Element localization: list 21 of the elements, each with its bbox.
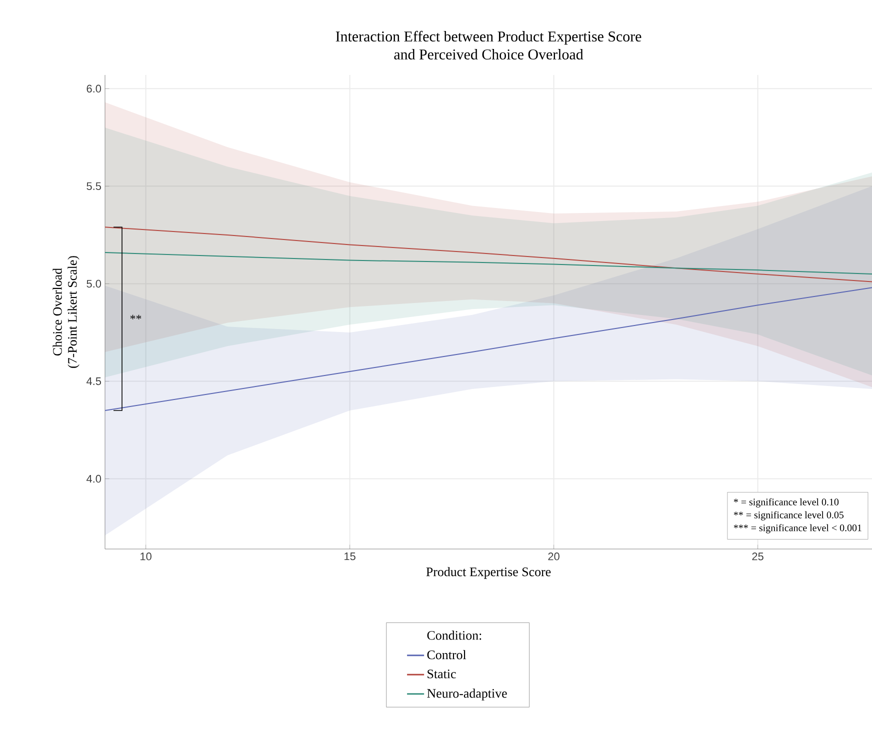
line-series [105,226,872,282]
annotation: * = significance level 0.10 [734,498,839,508]
legend-label: Control [427,650,466,660]
x-tick-label: 20 [548,552,560,560]
annotation: ** [130,314,142,320]
y-tick-label: 6.0 [86,84,102,93]
x-tick-label: 25 [752,552,764,560]
x-axis-title: Product Expertise Score [426,567,551,579]
chart-title: Interaction Effect between Product Expertise Score and Perceived Choice Overload [336,30,642,60]
legend-title: Condition: [427,630,482,640]
legend-label: Static [428,670,456,678]
y-tick-label: 4.5 [86,377,102,386]
annotation: *** = significance level < 0.001 [734,524,862,534]
y-tick-label: 4.0 [86,474,102,483]
x-tick-label: 15 [344,552,356,560]
y-tick-label: 5.5 [86,182,102,190]
annotation: ** = significance level 0.05 [734,511,844,520]
y-tick-label: 5.0 [86,280,102,288]
x-tick-label: 10 [140,552,152,560]
legend-label: Neuro-adaptive [427,688,507,700]
y-axis-title: Choice Overload (7-Point Likert Scale) [52,256,80,368]
